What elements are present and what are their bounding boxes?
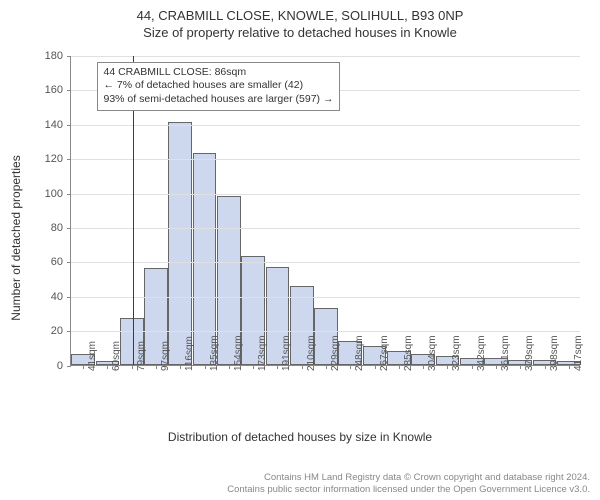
footer-line-1: Contains HM Land Registry data © Crown c…	[227, 472, 590, 484]
xtick-label: 191sqm	[281, 335, 292, 371]
ytick-mark	[67, 366, 71, 367]
xtick-label: 267sqm	[379, 335, 390, 371]
gridline	[71, 159, 580, 160]
ytick-label: 20	[51, 325, 63, 337]
xtick-mark	[545, 365, 546, 369]
xtick-mark	[520, 365, 521, 369]
xtick-mark	[180, 365, 181, 369]
xtick-label: 210sqm	[306, 335, 317, 371]
chart-title: 44, CRABMILL CLOSE, KNOWLE, SOLIHULL, B9…	[10, 8, 590, 25]
x-axis-label: Distribution of detached houses by size …	[10, 430, 590, 444]
annotation-line: ← 7% of detached houses are smaller (42)	[104, 79, 334, 93]
gridline	[71, 228, 580, 229]
gridline	[71, 194, 580, 195]
xtick-label: 229sqm	[330, 335, 341, 371]
xtick-label: 248sqm	[354, 335, 365, 371]
ytick-label: 160	[45, 84, 63, 96]
footer-line-2: Contains public sector information licen…	[227, 484, 590, 496]
xtick-label: 342sqm	[476, 335, 487, 371]
ytick-label: 140	[45, 119, 63, 131]
ytick-mark	[67, 90, 71, 91]
gridline	[71, 262, 580, 263]
gridline	[71, 297, 580, 298]
xtick-label: 173sqm	[257, 335, 268, 371]
ytick-label: 0	[57, 360, 63, 372]
xtick-label: 379sqm	[524, 335, 535, 371]
ytick-label: 80	[51, 222, 63, 234]
ytick-mark	[67, 56, 71, 57]
chart-container: 44, CRABMILL CLOSE, KNOWLE, SOLIHULL, B9…	[0, 0, 600, 500]
ytick-mark	[67, 297, 71, 298]
xtick-label: 154sqm	[233, 335, 244, 371]
y-axis-label: Number of detached properties	[9, 155, 23, 320]
xtick-mark	[447, 365, 448, 369]
plot-region: 02040608010012014016018041sqm60sqm79sqm9…	[70, 56, 580, 366]
ytick-mark	[67, 159, 71, 160]
histogram-bar	[193, 153, 217, 365]
xtick-mark	[472, 365, 473, 369]
xtick-mark	[350, 365, 351, 369]
chart-subtitle: Size of property relative to detached ho…	[10, 25, 590, 42]
annotation-box: 44 CRABMILL CLOSE: 86sqm← 7% of detached…	[97, 62, 341, 111]
xtick-mark	[569, 365, 570, 369]
gridline	[71, 331, 580, 332]
xtick-label: 417sqm	[573, 335, 584, 371]
gridline	[71, 125, 580, 126]
chart-area: Number of detached properties 0204060801…	[30, 48, 590, 428]
ytick-label: 100	[45, 188, 63, 200]
xtick-mark	[277, 365, 278, 369]
ytick-label: 60	[51, 256, 63, 268]
xtick-mark	[496, 365, 497, 369]
xtick-label: 135sqm	[209, 335, 220, 371]
xtick-mark	[326, 365, 327, 369]
xtick-label: 60sqm	[111, 341, 122, 371]
xtick-mark	[423, 365, 424, 369]
xtick-mark	[107, 365, 108, 369]
ytick-mark	[67, 194, 71, 195]
xtick-mark	[132, 365, 133, 369]
xtick-mark	[205, 365, 206, 369]
xtick-mark	[83, 365, 84, 369]
xtick-mark	[375, 365, 376, 369]
xtick-label: 285sqm	[403, 335, 414, 371]
xtick-label: 361sqm	[500, 335, 511, 371]
xtick-label: 323sqm	[451, 335, 462, 371]
xtick-label: 79sqm	[136, 341, 147, 371]
xtick-mark	[399, 365, 400, 369]
footer-credits: Contains HM Land Registry data © Crown c…	[227, 472, 590, 496]
xtick-label: 398sqm	[549, 335, 560, 371]
ytick-label: 40	[51, 291, 63, 303]
annotation-line: 93% of semi-detached houses are larger (…	[104, 93, 334, 107]
xtick-mark	[253, 365, 254, 369]
ytick-label: 120	[45, 153, 63, 165]
ytick-mark	[67, 228, 71, 229]
xtick-label: 116sqm	[184, 336, 195, 371]
xtick-label: 97sqm	[160, 341, 171, 371]
ytick-mark	[67, 125, 71, 126]
xtick-mark	[302, 365, 303, 369]
ytick-mark	[67, 331, 71, 332]
ytick-mark	[67, 262, 71, 263]
xtick-label: 304sqm	[427, 335, 438, 371]
xtick-mark	[229, 365, 230, 369]
gridline	[71, 56, 580, 57]
xtick-mark	[156, 365, 157, 369]
ytick-label: 180	[45, 50, 63, 62]
xtick-label: 41sqm	[87, 341, 98, 371]
annotation-line: 44 CRABMILL CLOSE: 86sqm	[104, 66, 334, 80]
